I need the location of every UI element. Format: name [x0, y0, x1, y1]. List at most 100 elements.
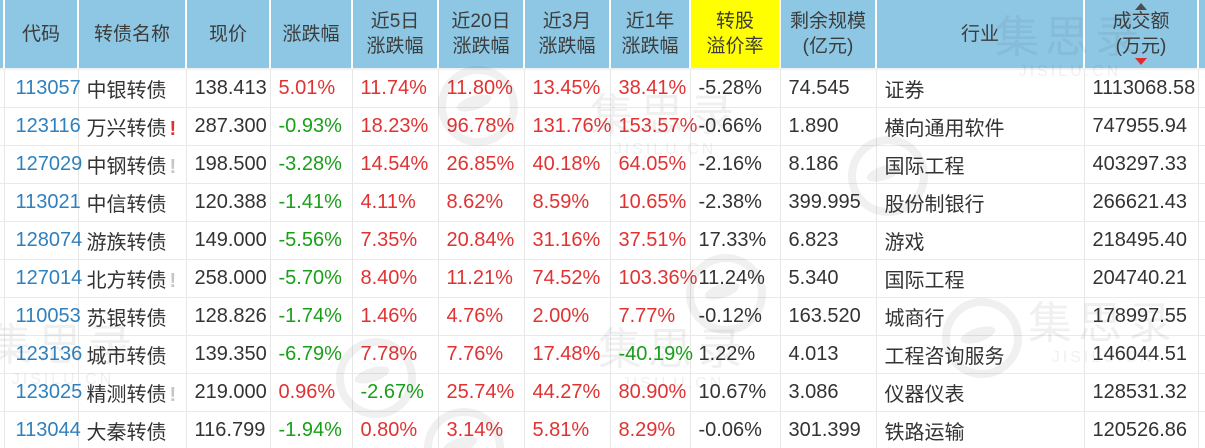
code-cell[interactable]: 127029	[4, 145, 82, 184]
col-header-name[interactable]: 转债名称	[78, 0, 187, 70]
conversion-premium-cell: -0.06%	[690, 411, 781, 448]
bond-name: 中银转债	[86, 80, 167, 102]
table-row: 113021 中信转债 120.388 -1.41% 4.11% 8.62% 8…	[0, 183, 1205, 222]
clipped-column-right-cell	[1198, 69, 1205, 108]
code-cell[interactable]: 123136	[4, 335, 82, 374]
table-row: 113044 大秦转债 116.799 -1.94% 0.80% 3.14% 5…	[0, 411, 1205, 448]
col-header-5day-change[interactable]: 近5日 涨跌幅	[352, 0, 439, 70]
industry-cell: 证券	[876, 69, 1085, 108]
5day-change-cell: 11.74%	[352, 69, 439, 108]
clipped-column-right-cell	[1198, 221, 1205, 260]
name-cell: 大秦转债	[78, 411, 187, 448]
col-header-change-label: 涨跌幅	[282, 23, 340, 45]
code-cell[interactable]: 110053	[4, 297, 81, 336]
remaining-size-cell: 8.186	[780, 145, 877, 184]
turnover-cell: 403297.33	[1084, 145, 1199, 184]
clipped-column-right-cell	[1198, 411, 1205, 448]
bond-name: 精测转债	[86, 384, 167, 406]
col-header-conversion-premium[interactable]: 转股 溢价率	[690, 0, 781, 70]
industry-cell: 国际工程	[876, 259, 1085, 298]
code-cell[interactable]: 123116	[4, 107, 81, 146]
1year-change-cell: 38.41%	[610, 69, 691, 108]
change-cell: 5.01%	[270, 69, 353, 108]
turnover-cell: 120526.86	[1084, 411, 1199, 448]
3month-change-cell: 13.45%	[524, 69, 611, 108]
5day-change-cell: 18.23%	[352, 107, 439, 146]
code-cell[interactable]: 113057	[4, 69, 81, 108]
col-header-20day-change[interactable]: 近20日 涨跌幅	[438, 0, 525, 70]
5day-change-cell: 8.40%	[352, 259, 439, 298]
table-row: 113057 中银转债 138.413 5.01% 11.74% 11.80% …	[0, 69, 1205, 108]
remaining-size-cell: 3.086	[780, 373, 877, 412]
20day-change-cell: 26.85%	[438, 145, 525, 184]
change-cell: -6.79%	[270, 335, 353, 374]
code-cell[interactable]: 123025	[4, 373, 82, 412]
price-cell: 128.826	[186, 297, 271, 336]
turnover-cell: 146044.51	[1084, 335, 1199, 374]
20day-change-cell: 20.84%	[438, 221, 525, 260]
name-cell: 精测转债!	[78, 373, 187, 412]
clipped-column-left-header	[0, 0, 5, 70]
table-row: 110053 苏银转债 128.826 -1.74% 1.46% 4.76% 2…	[0, 297, 1205, 336]
col-header-price[interactable]: 现价	[186, 0, 271, 70]
bond-name: 中钢转债	[86, 156, 167, 178]
20day-change-cell: 25.74%	[438, 373, 525, 412]
code-cell[interactable]: 113021	[4, 183, 81, 222]
20day-change-cell: 96.78%	[438, 107, 525, 146]
clipped-column-right-cell	[1198, 107, 1205, 146]
1year-change-cell: 80.90%	[610, 373, 691, 412]
col-header-industry[interactable]: 行业	[876, 0, 1085, 70]
name-cell: 中银转债	[78, 69, 187, 108]
20day-change-cell: 8.62%	[438, 183, 525, 222]
col-header-turnover[interactable]: 成交额 (万元)	[1084, 0, 1199, 70]
code-cell[interactable]: 127014	[4, 259, 82, 298]
remaining-size-cell: 6.823	[780, 221, 877, 260]
clipped-column-left-cell	[0, 183, 5, 222]
sort-asc-icon[interactable]	[1135, 3, 1147, 10]
name-cell: 城市转债	[78, 335, 187, 374]
col-header-code[interactable]: 代码	[4, 0, 79, 70]
warning-mark[interactable]: !	[169, 270, 177, 292]
change-cell: 0.96%	[270, 373, 353, 412]
bond-name: 北方转债	[86, 270, 167, 292]
20day-change-cell: 4.76%	[438, 297, 525, 336]
col-header-1year-change[interactable]: 近1年 涨跌幅	[610, 0, 691, 70]
conversion-premium-cell: -2.16%	[690, 145, 781, 184]
clipped-column-left-cell	[0, 107, 5, 146]
table-row: 123116 万兴转债! 287.300 -0.93% 18.23% 96.78…	[0, 107, 1205, 146]
table-header-row: 代码 转债名称 现价 涨跌幅 近5日 涨跌幅 近20日 涨跌幅 近3月 涨跌幅 …	[0, 0, 1205, 70]
price-cell: 198.500	[186, 145, 271, 184]
col-header-code-label: 代码	[21, 23, 60, 45]
clipped-column-left-cell	[0, 373, 5, 412]
clipped-column-right-cell	[1198, 259, 1205, 298]
clipped-column-right-cell	[1198, 373, 1205, 412]
5day-change-cell: 7.35%	[352, 221, 439, 260]
col-header-price-label: 现价	[208, 23, 247, 45]
col-header-remaining-size[interactable]: 剩余规模 (亿元)	[780, 0, 877, 70]
col-header-3month-change[interactable]: 近3月 涨跌幅	[524, 0, 611, 70]
warning-mark[interactable]: !	[169, 384, 177, 406]
code-cell[interactable]: 128074	[4, 221, 82, 260]
5day-change-cell: 14.54%	[352, 145, 439, 184]
remaining-size-cell: 399.995	[780, 183, 877, 222]
conversion-premium-cell: -0.66%	[690, 107, 781, 146]
code-cell[interactable]: 113044	[4, 411, 81, 448]
warning-mark[interactable]: !	[169, 118, 177, 140]
industry-cell: 工程咨询服务	[876, 335, 1085, 374]
price-cell: 139.350	[186, 335, 271, 374]
conversion-premium-cell: -5.28%	[690, 69, 781, 108]
1year-change-cell: 37.51%	[610, 221, 691, 260]
sort-desc-icon[interactable]	[1135, 58, 1147, 65]
table-row: 127029 中钢转债! 198.500 -3.28% 14.54% 26.85…	[0, 145, 1205, 184]
col-header-industry-label: 行业	[960, 23, 999, 45]
warning-mark[interactable]: !	[169, 156, 177, 178]
bond-name: 中信转债	[86, 194, 167, 216]
clipped-column-left-cell	[0, 335, 5, 374]
col-header-change[interactable]: 涨跌幅	[270, 0, 353, 70]
name-cell: 苏银转债	[78, 297, 187, 336]
table-row: 127014 北方转债! 258.000 -5.70% 8.40% 11.21%…	[0, 259, 1205, 298]
name-cell: 中钢转债!	[78, 145, 187, 184]
change-cell: -3.28%	[270, 145, 353, 184]
